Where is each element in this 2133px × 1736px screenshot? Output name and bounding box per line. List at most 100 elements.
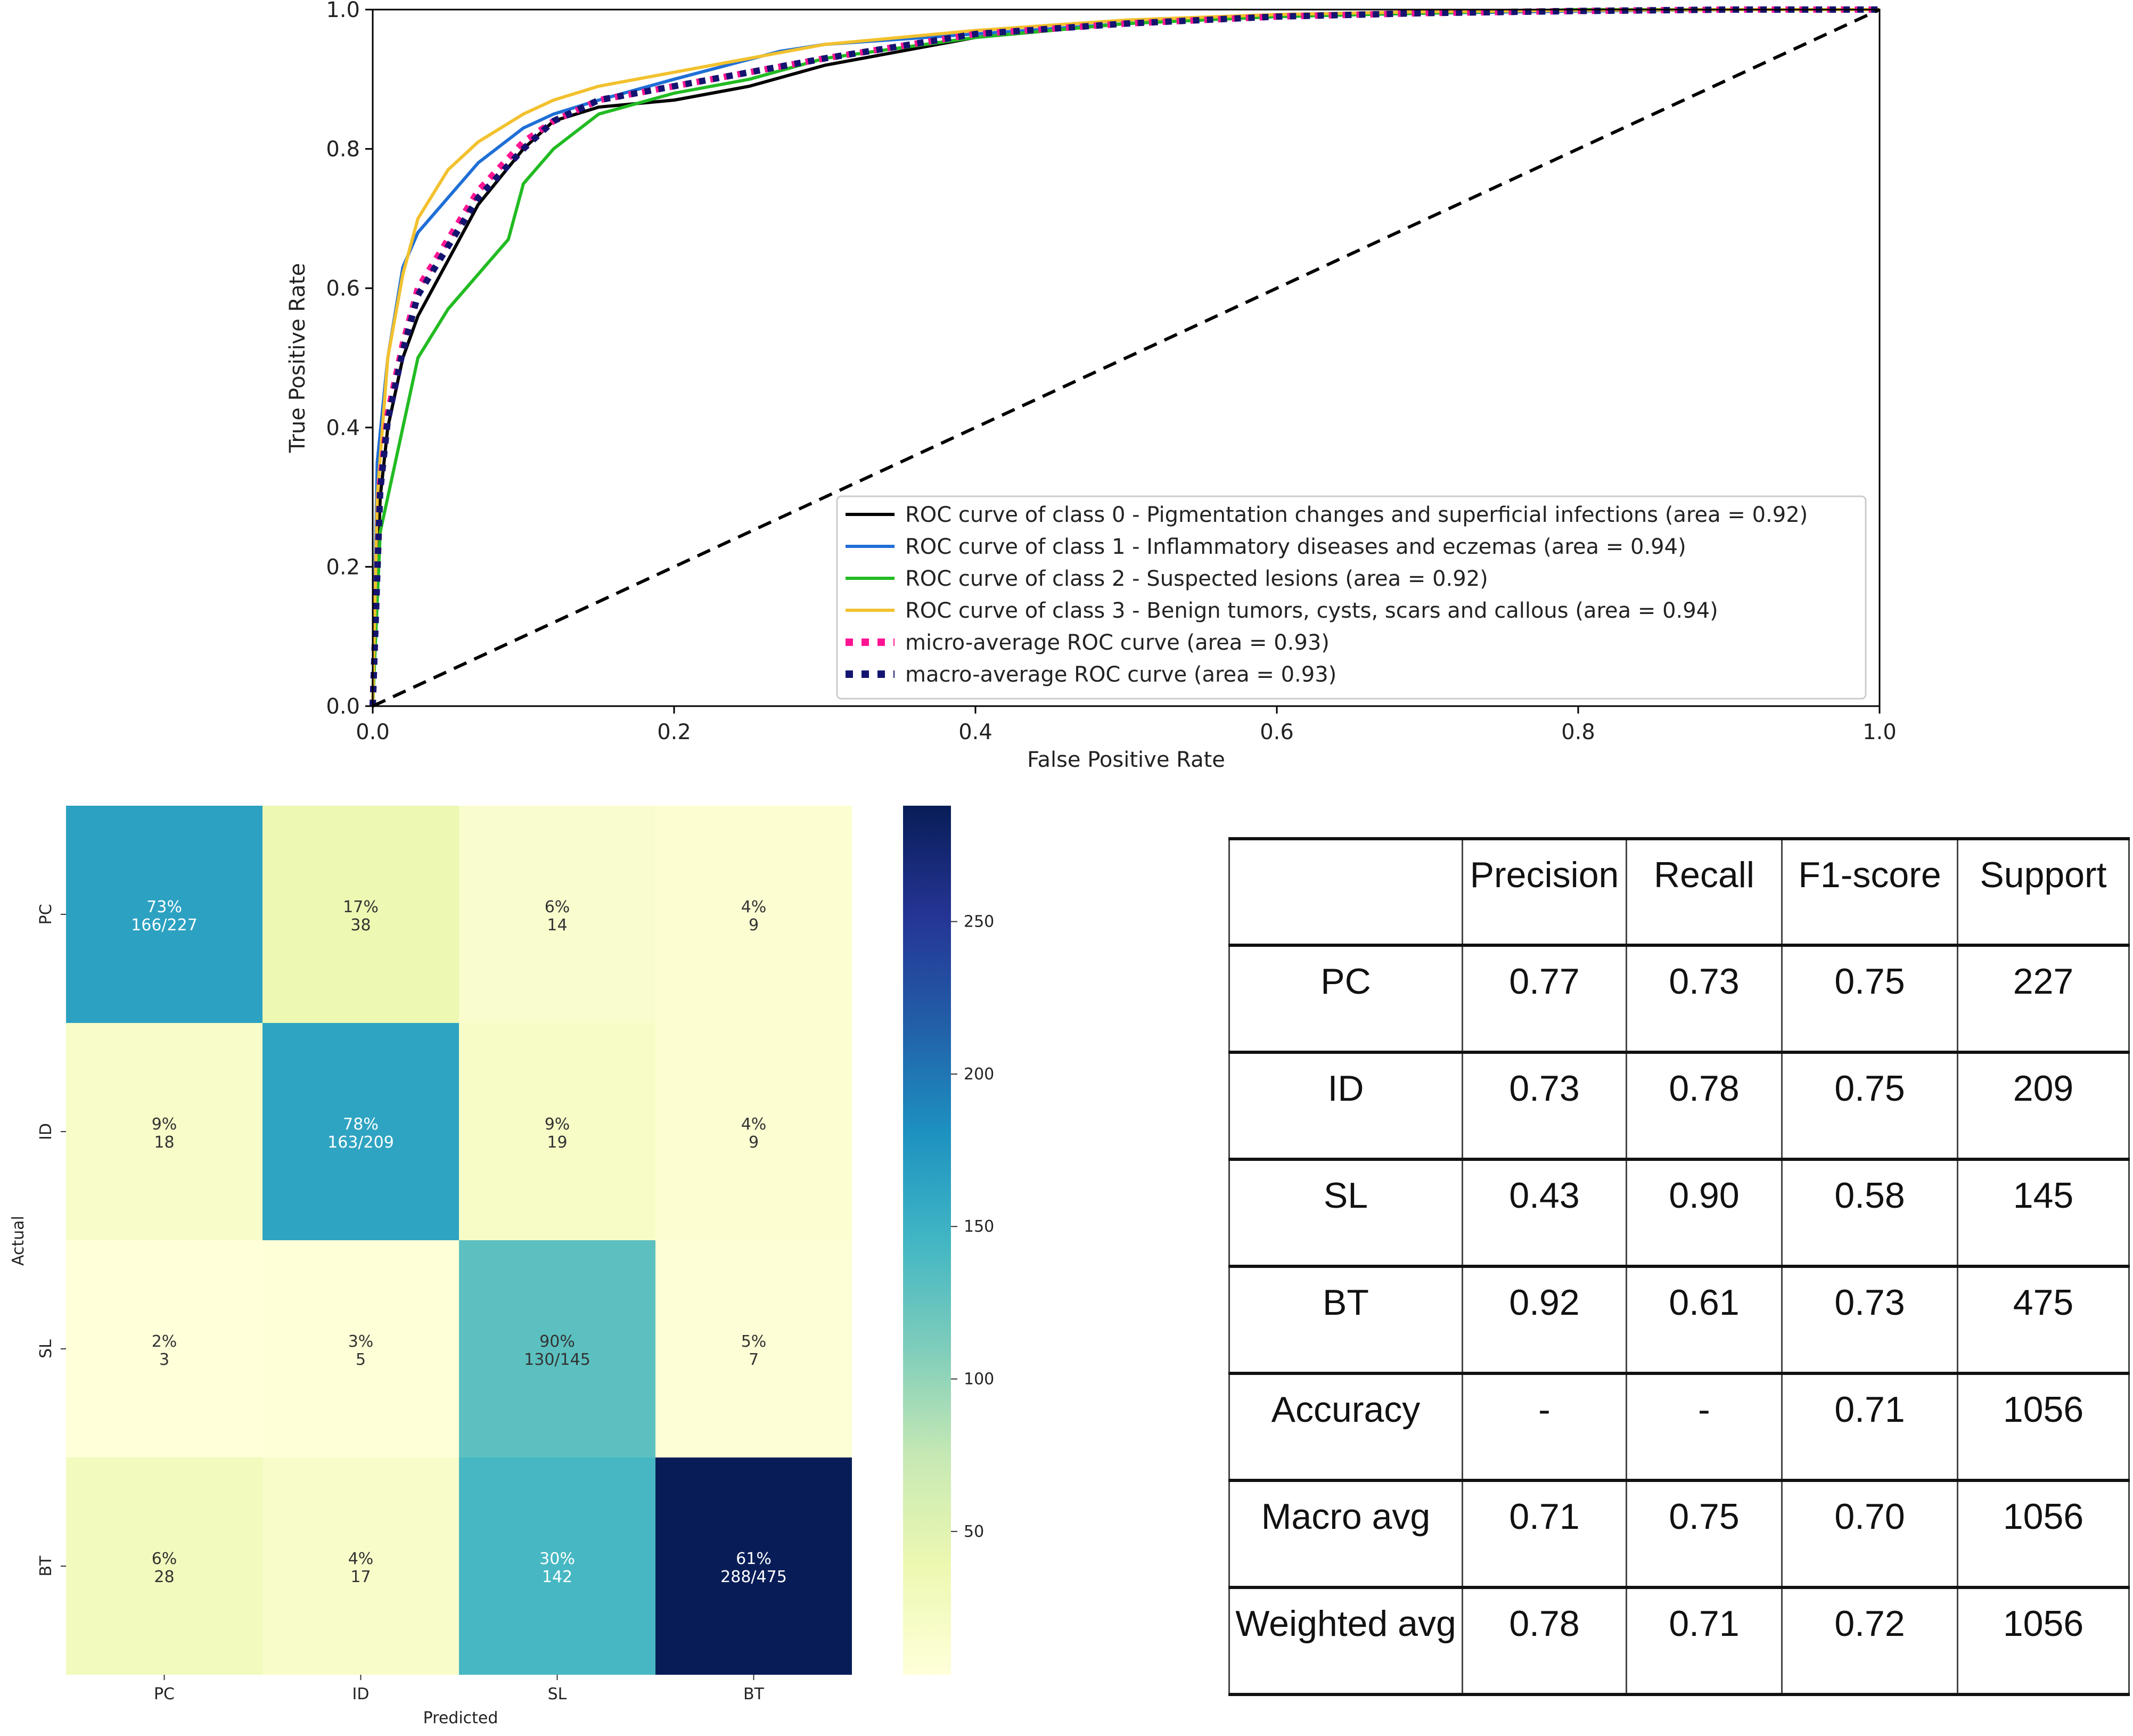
roc-ytick-label: 0.2 (326, 555, 360, 579)
cm-cell (655, 1023, 852, 1240)
cm-cell-percent: 90% (539, 1332, 575, 1351)
roc-legend-label: micro-average ROC curve (area = 0.93) (905, 630, 1330, 655)
cm-cell-count: 19 (547, 1133, 567, 1152)
roc-ticks: 0.0 0.2 0.4 0.6 0.8 1.0 0.0 0.2 0.4 0.6 0.8 1.0 (326, 0, 1896, 744)
cm-cell (66, 806, 262, 1023)
metrics-cell: 227 (1957, 945, 2130, 1052)
roc-curves (370, 6, 1881, 708)
roc-xtick-label: 0.2 (657, 720, 691, 744)
roc-ytick-label: 0.8 (326, 137, 360, 162)
metrics-cell: - (1626, 1373, 1783, 1480)
cm-xlabel: Predicted (423, 1709, 498, 1727)
roc-legend-label: macro-average ROC curve (area = 0.93) (905, 662, 1336, 687)
metrics-table: Precision Recall F1-score Support PC 0.77 0.73… (1228, 837, 2130, 1696)
confusion-matrix-axes: PC ID SL BT PC ID SL BT (37, 904, 765, 1704)
cm-cell-count: 28 (154, 1568, 174, 1586)
metrics-cell: 0.73 (1626, 945, 1783, 1052)
metrics-cell: 0.90 (1626, 1159, 1783, 1266)
cm-ytick-label: PC (37, 904, 55, 924)
metrics-row-label: Accuracy (1228, 1373, 1463, 1480)
cm-cell-percent: 5% (741, 1332, 767, 1351)
roc-xtick-label: 0.6 (1260, 720, 1294, 744)
cm-cell (459, 1457, 655, 1675)
metrics-row: ID 0.73 0.78 0.75 209 (1228, 1052, 2130, 1159)
metrics-row-label: Macro avg (1228, 1480, 1463, 1587)
roc-legend-label: ROC curve of class 0 - Pigmentation chan… (905, 503, 1808, 527)
cm-cell-percent: 9% (545, 1115, 570, 1134)
roc-series-line-5 (370, 6, 1880, 707)
cm-cell (66, 1240, 262, 1457)
metrics-cell: 1056 (1957, 1373, 2130, 1480)
roc-xtick-label: 1.0 (1863, 720, 1897, 744)
metrics-cell: 0.71 (1781, 1373, 1958, 1480)
cm-cell-percent: 6% (152, 1550, 177, 1568)
cm-xtick-label: ID (352, 1685, 370, 1704)
cm-cell-count: 166/227 (131, 916, 198, 935)
roc-ytick-label: 0.4 (326, 416, 360, 440)
cm-cell (262, 1457, 459, 1675)
cm-cell (655, 1457, 852, 1675)
metrics-row: Accuracy - -0.71 1056 (1228, 1373, 2130, 1480)
metrics-row-label: Weighted avg (1228, 1587, 1463, 1694)
cm-cell (459, 1023, 655, 1240)
metrics-row-label: ID (1228, 1052, 1463, 1159)
cm-ytick-label: SL (37, 1339, 55, 1358)
roc-plot-frame (372, 9, 1881, 707)
cm-cell-count: 17 (350, 1568, 371, 1586)
metrics-cell: 0.70 (1781, 1480, 1958, 1587)
cm-cell (655, 1240, 852, 1457)
roc-xtick-label: 0.4 (958, 720, 992, 744)
metrics-cell: 0.75 (1781, 945, 1958, 1052)
metrics-cell: - (1462, 1373, 1627, 1480)
cm-cell (66, 1023, 262, 1240)
cm-cell-percent: 30% (539, 1550, 575, 1568)
cm-cell (459, 806, 655, 1023)
metrics-cell: 0.78 (1462, 1587, 1627, 1694)
colorbar-tick-label: 100 (964, 1370, 994, 1389)
metrics-cell: 145 (1957, 1159, 2130, 1266)
metrics-row: PC 0.77 0.73 0.75 227 (1228, 945, 2130, 1052)
metrics-cell: 1056 (1957, 1587, 2130, 1694)
cm-xtick-label: SL (548, 1685, 567, 1704)
metrics-cell: 0.58 (1781, 1159, 1958, 1266)
metrics-cell: 0.92 (1462, 1266, 1627, 1373)
cm-cell-count: 18 (154, 1133, 174, 1152)
cm-cell-count: 163/209 (327, 1133, 394, 1152)
metrics-cell: 0.71 (1462, 1480, 1627, 1587)
roc-chart: 0.0 0.2 0.4 0.6 0.8 1.0 0.0 0.2 0.4 0.6 0.8 1.0 Fal… (285, 0, 1897, 772)
roc-series-line-6 (372, 8, 1881, 708)
cm-cell-percent: 78% (343, 1115, 379, 1134)
cm-cell-count: 7 (749, 1350, 759, 1369)
metrics-cell: 0.75 (1781, 1052, 1958, 1159)
roc-legend-label: ROC curve of class 2 - Suspected lesions… (905, 567, 1488, 591)
roc-xtick-label: 0.0 (356, 720, 390, 744)
metrics-header-cell: Precision (1462, 839, 1627, 945)
cm-ylabel: Actual (9, 1216, 28, 1266)
cm-ytick-label: ID (37, 1123, 55, 1140)
cm-xtick-label: PC (154, 1685, 175, 1704)
metrics-row-label: BT (1228, 1266, 1463, 1373)
cm-cell-percent: 4% (348, 1550, 374, 1568)
metrics-header-row: Precision Recall F1-score Support (1228, 839, 2130, 945)
roc-xtick-label: 0.8 (1561, 720, 1595, 744)
colorbar-tick-label: 200 (964, 1065, 994, 1084)
cm-cell-count: 38 (350, 916, 371, 935)
cm-cell-count: 9 (749, 1133, 759, 1152)
cm-cell-percent: 3% (348, 1332, 374, 1351)
metrics-header-cell: Support (1957, 839, 2130, 945)
cm-cell-percent: 17% (343, 898, 379, 916)
metrics-cell: 0.78 (1626, 1052, 1783, 1159)
metrics-cell: 0.43 (1462, 1159, 1627, 1266)
colorbar (903, 806, 951, 1675)
cm-cell-count: 288/475 (720, 1568, 787, 1586)
metrics-cell: 0.61 (1626, 1266, 1783, 1373)
cm-ytick-label: BT (37, 1555, 55, 1577)
cm-cell-count: 14 (547, 916, 567, 935)
roc-ytick-label: 1.0 (326, 0, 360, 22)
roc-ytick-label: 0.6 (326, 276, 360, 301)
cm-cell (655, 806, 852, 1023)
cm-cell-percent: 73% (146, 898, 182, 916)
roc-legend-label: ROC curve of class 1 - Inflammatory dise… (905, 535, 1686, 559)
metrics-cell: 1056 (1957, 1480, 2130, 1587)
